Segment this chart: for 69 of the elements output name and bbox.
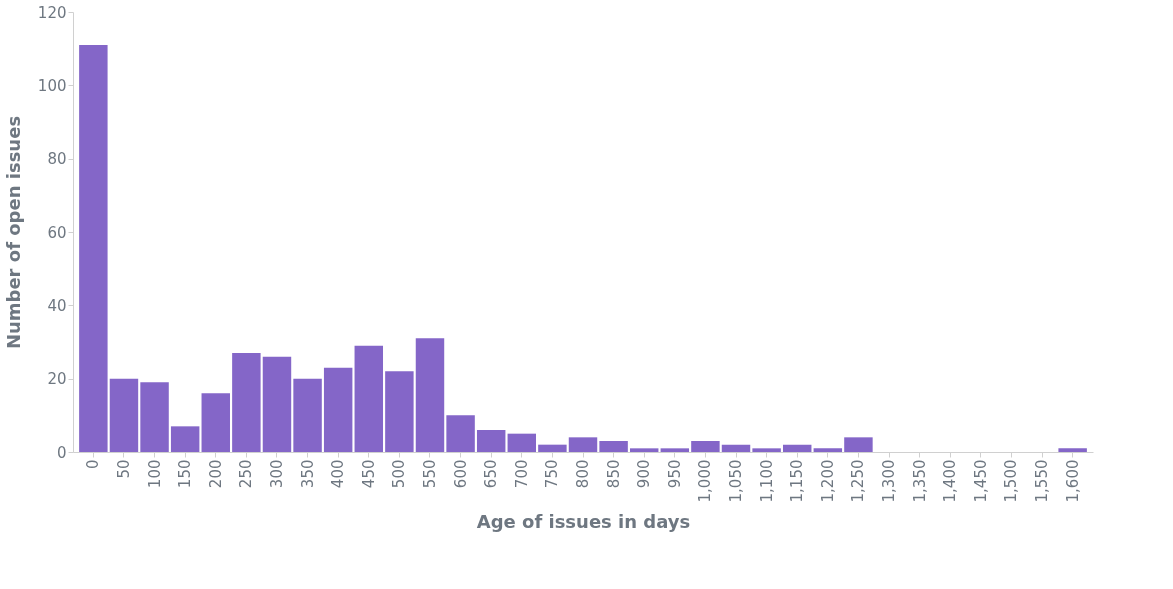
bar — [201, 393, 230, 452]
bar — [446, 415, 475, 452]
bar — [538, 444, 567, 452]
x-tick-label: 600 — [451, 459, 470, 489]
x-tick-label: 550 — [420, 459, 439, 489]
x-tick-label: 350 — [298, 459, 317, 489]
x-tick-label: 1,600 — [1063, 459, 1082, 503]
x-tick-label: 1,050 — [727, 459, 746, 503]
bar — [752, 448, 781, 452]
x-tick-label: 50 — [114, 459, 133, 479]
bar — [354, 345, 384, 452]
x-axis-title: Age of issues in days — [476, 511, 691, 533]
bar — [507, 433, 537, 452]
x-tick-label: 900 — [635, 459, 654, 489]
bar — [568, 437, 598, 452]
x-tick-label: 1,500 — [1002, 459, 1021, 503]
x-tick-label: 950 — [665, 459, 684, 489]
x-tick-label: 1,300 — [880, 459, 899, 503]
x-tick-label: 1,150 — [788, 459, 807, 503]
y-tick-label: 40 — [47, 296, 67, 315]
bar — [691, 441, 720, 452]
x-tick-label: 0 — [84, 459, 103, 470]
x-tick-label: 1,000 — [696, 459, 715, 503]
x-tick-label: 850 — [604, 459, 623, 489]
bar — [170, 426, 200, 452]
x-tick-label: 300 — [267, 459, 286, 489]
y-tick-label: 20 — [47, 370, 67, 389]
bar — [293, 378, 322, 452]
bar — [79, 45, 108, 452]
bar — [476, 430, 506, 452]
bar — [385, 371, 414, 452]
x-tick-label: 200 — [206, 459, 225, 489]
x-tick-label: 400 — [329, 459, 348, 489]
x-tick-label: 750 — [543, 459, 562, 489]
y-tick-label: 80 — [47, 150, 67, 169]
x-tick-label: 650 — [482, 459, 501, 489]
bar — [782, 444, 812, 452]
y-axis-title: Number of open issues — [2, 115, 24, 350]
x-tick-label: 1,100 — [757, 459, 776, 503]
x-tick-label: 1,350 — [910, 459, 929, 503]
x-tick-label: 800 — [574, 459, 592, 489]
y-tick-label: 120 — [37, 3, 67, 22]
bar — [323, 367, 353, 452]
bar — [660, 448, 690, 452]
x-tick-label: 150 — [176, 459, 195, 489]
bar — [109, 378, 139, 452]
bar — [813, 448, 843, 452]
x-tick-label: 500 — [390, 459, 409, 489]
x-tick-label: 1,550 — [1033, 459, 1052, 503]
x-tick-label: 1,250 — [849, 459, 868, 503]
bar — [140, 382, 169, 452]
y-tick-label: 0 — [56, 443, 67, 462]
x-tick-label: 450 — [359, 459, 378, 489]
x-tick-label: 250 — [237, 459, 256, 489]
x-tick-label: 100 — [145, 459, 164, 489]
x-tick-label: 700 — [512, 459, 531, 489]
y-tick-label: 100 — [37, 76, 67, 95]
bar — [629, 448, 659, 452]
x-tick-label: 1,400 — [941, 459, 960, 503]
x-tick-label: 1,200 — [818, 459, 837, 503]
bar — [415, 338, 445, 452]
y-tick-label: 60 — [47, 223, 67, 242]
bar — [262, 356, 292, 452]
bar — [721, 444, 751, 452]
bar — [599, 441, 628, 452]
bar — [844, 437, 873, 452]
bar — [1058, 448, 1087, 452]
x-tick-label: 1,450 — [971, 459, 990, 503]
bar — [232, 353, 261, 452]
